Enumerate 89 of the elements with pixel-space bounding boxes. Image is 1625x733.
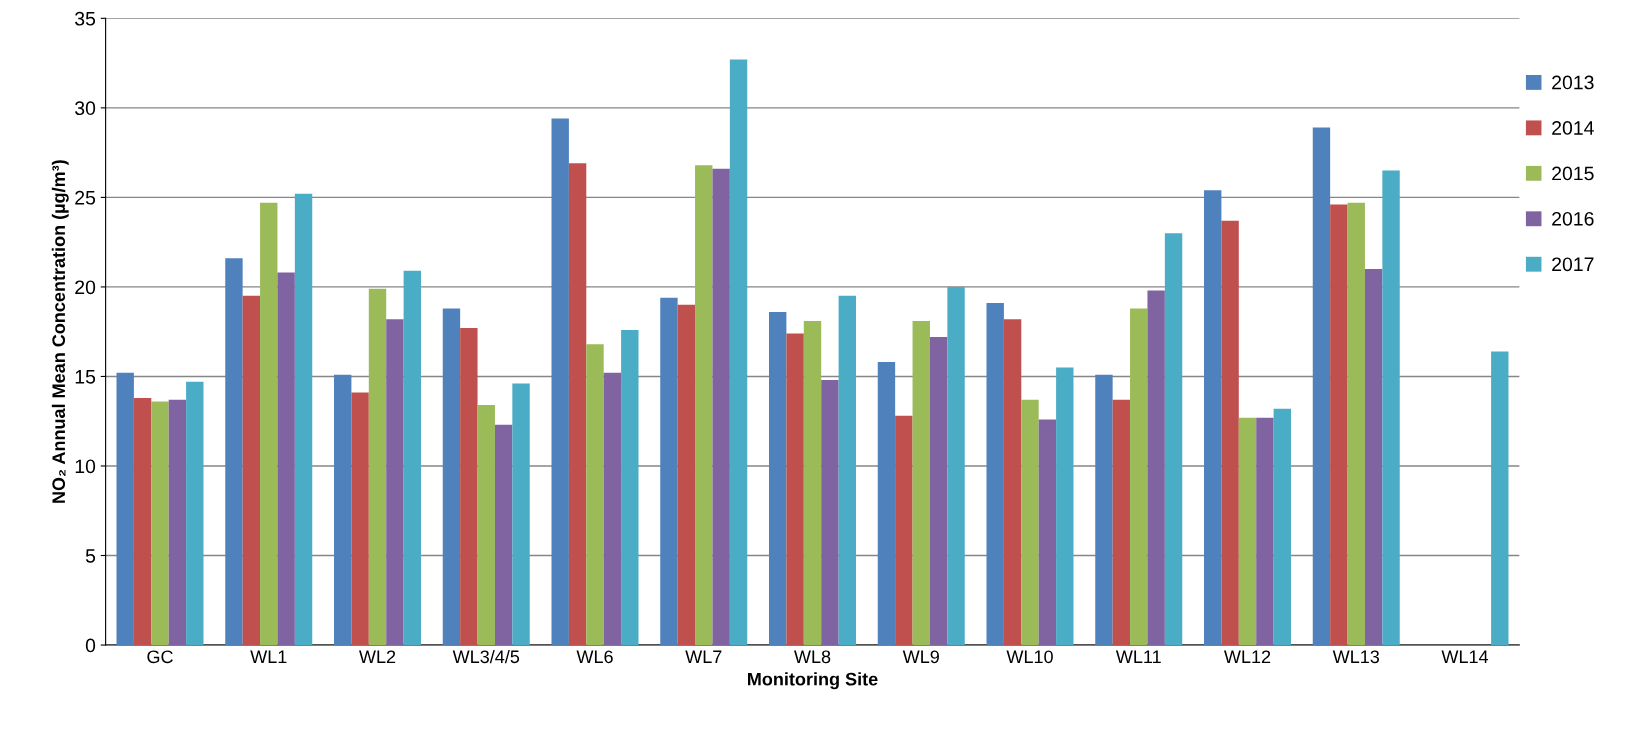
bar [1056,367,1074,646]
bar [1038,419,1057,646]
bar [712,168,730,646]
bar [116,372,134,646]
bar [1221,220,1239,646]
x-tick-label: WL10 [1006,650,1053,664]
legend-label: 2015 [1552,166,1594,181]
bar [477,405,495,646]
bar [603,372,622,646]
bar [786,333,804,646]
x-tick-label: WL6 [576,650,613,664]
bar [512,383,530,646]
bar [386,319,404,646]
bar [133,397,152,646]
bar [260,202,278,646]
legend-label: 2017 [1552,257,1594,272]
bar [986,303,1004,646]
bar [494,424,513,646]
bar [294,193,313,646]
bar [568,163,587,646]
y-tick-label: 25 [75,190,96,205]
x-tick-label: WL12 [1224,650,1271,663]
bar [929,337,948,646]
bar [1130,308,1148,646]
bar [1256,417,1274,646]
y-tick-label: 20 [75,280,96,295]
bar [1147,290,1165,646]
x-tick-label: WL7 [685,650,722,663]
bar [803,320,822,646]
x-axis-title: Monitoring Site [748,672,878,690]
y-tick-label: 5 [85,549,96,563]
bar [368,288,387,646]
y-tick-label: 30 [75,101,96,116]
x-tick-label: WL11 [1115,650,1161,663]
x-tick-label: WL9 [902,650,939,664]
bar [334,374,352,646]
bar [225,258,243,646]
bar [1095,374,1113,646]
bar [442,308,461,646]
bar [1112,399,1131,646]
bar [460,328,478,646]
x-tick-label: WL3/4/5 [452,649,520,664]
bar [877,362,896,646]
bar [242,295,261,646]
bar [1204,190,1222,646]
legend-label: 2016 [1552,211,1594,226]
bar [351,392,369,646]
bar [1238,417,1257,646]
bar [586,344,604,646]
bar [895,415,913,646]
bar [1491,351,1509,646]
bar [186,381,204,646]
y-tick-label: 15 [75,370,96,384]
y-axis-title: NO₂ Annual Mean Concentration (µg/m³) [51,160,69,503]
bar [838,295,856,646]
bar [677,304,696,646]
legend-label: 2013 [1552,75,1594,90]
y-tick-label: 10 [75,459,96,474]
bar [1273,408,1291,646]
x-tick-label: WL13 [1332,650,1380,664]
bar [1364,269,1383,646]
bar [1164,233,1183,646]
bar [403,270,421,646]
bar [1347,202,1365,646]
x-tick-label: GC [147,650,173,664]
legend-label: 2014 [1552,121,1594,135]
bar [947,286,965,646]
y-tick-label: 0 [85,638,96,653]
bar [1382,170,1400,646]
bar [912,320,930,646]
bar [1330,204,1348,646]
bar [1021,399,1039,646]
bar [1312,127,1331,646]
x-tick-label: WL1 [250,650,287,663]
bar [1003,319,1022,646]
bar [151,401,169,646]
bar [729,59,748,646]
bar [168,399,187,646]
bar [821,380,839,646]
bar [660,297,678,646]
bar [551,118,569,646]
x-tick-label: WL2 [359,650,396,663]
x-tick-label: WL8 [794,650,831,664]
bar [621,329,639,646]
bar [695,165,713,646]
x-tick-label: WL14 [1441,650,1489,663]
bar [769,311,787,646]
bar [277,272,295,646]
y-tick-label: 35 [75,11,96,26]
